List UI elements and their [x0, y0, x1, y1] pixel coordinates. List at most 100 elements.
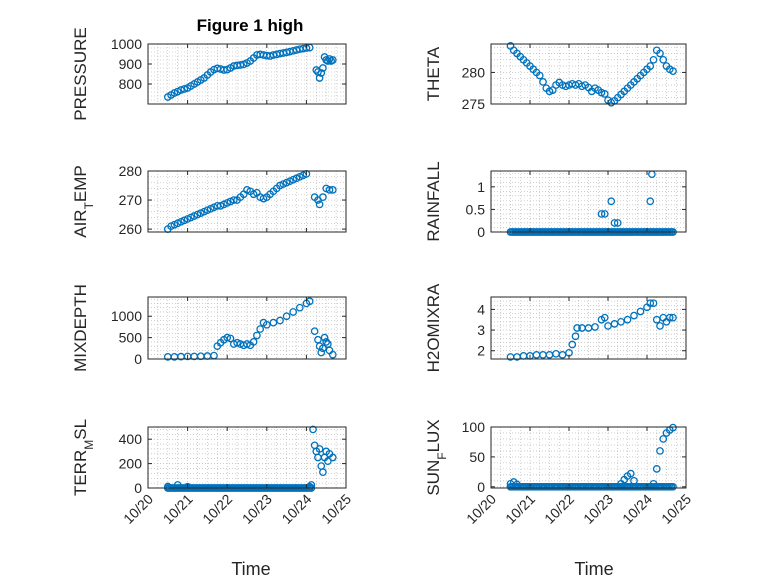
y-tick-label: 2 [477, 343, 485, 359]
data-point [319, 64, 327, 72]
data-point [649, 479, 658, 488]
x-tick-label: 10/22 [541, 491, 577, 527]
data-point [256, 325, 265, 333]
y-tick-label: 1000 [111, 308, 142, 324]
data-point [656, 49, 664, 58]
x-tick-label: 10/23 [239, 491, 275, 527]
data-point [617, 317, 625, 326]
axes-box [490, 426, 687, 489]
axes-box [147, 43, 347, 105]
data-point [573, 324, 581, 332]
subplot-5: 0 500 1000 MIXDEPTH [71, 284, 347, 372]
y-tick-label: 0 [477, 479, 485, 495]
subplot-1: 800 900 1000 PRESSURE [71, 27, 347, 121]
y-tick-label: 0.5 [466, 201, 486, 217]
subplot-4: 0 0.5 1 RAINFALL [424, 161, 687, 242]
data-point [323, 457, 332, 466]
data-point [610, 219, 619, 227]
data-point [646, 197, 655, 206]
y-tick-label: 0 [477, 224, 485, 240]
data-point [646, 62, 655, 70]
data-point [591, 323, 599, 331]
y-axis-label: TERRMSL [71, 419, 96, 496]
y-axis-label: RAINFALL [424, 161, 443, 241]
data-point [649, 55, 658, 64]
y-tick-label: 0 [134, 480, 142, 496]
y-tick-label: 270 [119, 192, 143, 208]
x-axis-label-right: Time [574, 559, 613, 579]
data-point [328, 186, 337, 194]
axes-box [147, 170, 347, 233]
y-axis-label: PRESSURE [71, 27, 90, 121]
x-tick-label: 10/24 [278, 491, 314, 527]
data-point [289, 308, 298, 316]
y-tick-label: 800 [119, 76, 143, 92]
y-tick-label: 260 [119, 221, 143, 237]
data-point [669, 313, 677, 322]
y-tick-label: 900 [119, 56, 143, 72]
y-tick-label: 280 [119, 163, 143, 179]
data-point [295, 303, 304, 312]
x-tick-label: 10/21 [502, 491, 538, 527]
axes-box [490, 43, 687, 105]
x-tick-label: 10/25 [318, 491, 354, 527]
y-axis-label: H2OMIXRA [424, 283, 443, 372]
x-tick-label: 10/25 [658, 491, 694, 527]
axes-box [147, 426, 347, 489]
data-point [626, 469, 635, 478]
data-point [229, 196, 238, 204]
y-tick-label: 0 [134, 351, 142, 367]
data-point [659, 55, 668, 64]
x-tick-label: 10/21 [160, 491, 196, 527]
y-tick-label: 50 [469, 449, 485, 465]
y-tick-label: 1000 [111, 36, 142, 52]
data-point [652, 465, 661, 473]
data-point [659, 435, 668, 443]
x-tick-label: 10/20 [463, 491, 499, 527]
subplot-8: 0 50 100 10/20 10/21 10/22 10/23 10/24 10/25 SUNF… [424, 419, 694, 527]
y-tick-label: 100 [462, 419, 486, 435]
data-point [558, 351, 567, 359]
data-point [323, 57, 332, 65]
x-tick-label: 10/22 [199, 491, 235, 527]
data-point [600, 210, 609, 218]
data-point [177, 86, 185, 94]
data-point [604, 322, 612, 330]
data-point [597, 210, 606, 218]
axes-box [147, 296, 347, 360]
y-tick-label: 200 [119, 456, 143, 472]
data-point [317, 69, 326, 77]
data-point [649, 299, 658, 308]
subplot-3: 260 270 280 AIRTEMP [71, 163, 347, 238]
data-point [253, 331, 261, 340]
data-point [226, 334, 235, 343]
axes-box [490, 296, 687, 360]
data-point [325, 55, 334, 63]
data-point [613, 219, 622, 227]
data-point [630, 311, 638, 320]
data-point [249, 338, 258, 346]
figure-title: Figure 1 high [197, 16, 304, 35]
data-point [180, 85, 189, 93]
data-point [607, 197, 616, 206]
x-tick-label: 10/24 [619, 491, 655, 527]
data-point [183, 482, 192, 491]
data-point [610, 320, 619, 328]
y-tick-label: 4 [477, 301, 485, 317]
data-point [646, 299, 655, 308]
data-point [310, 327, 319, 336]
subplot-6: 2 3 4 H2OMIXRA [424, 283, 687, 372]
y-axis-label: SUNFLUX [424, 419, 449, 495]
data-point [320, 333, 329, 342]
data-point [630, 476, 638, 485]
data-point [315, 200, 324, 209]
data-point [656, 447, 664, 455]
data-point [305, 297, 314, 306]
y-axis-label: THETA [424, 46, 443, 101]
data-point [568, 340, 577, 349]
x-axis-label-left: Time [231, 559, 270, 579]
data-point [276, 316, 284, 325]
data-point [315, 74, 324, 82]
y-axis-label: AIRTEMP [71, 165, 96, 238]
